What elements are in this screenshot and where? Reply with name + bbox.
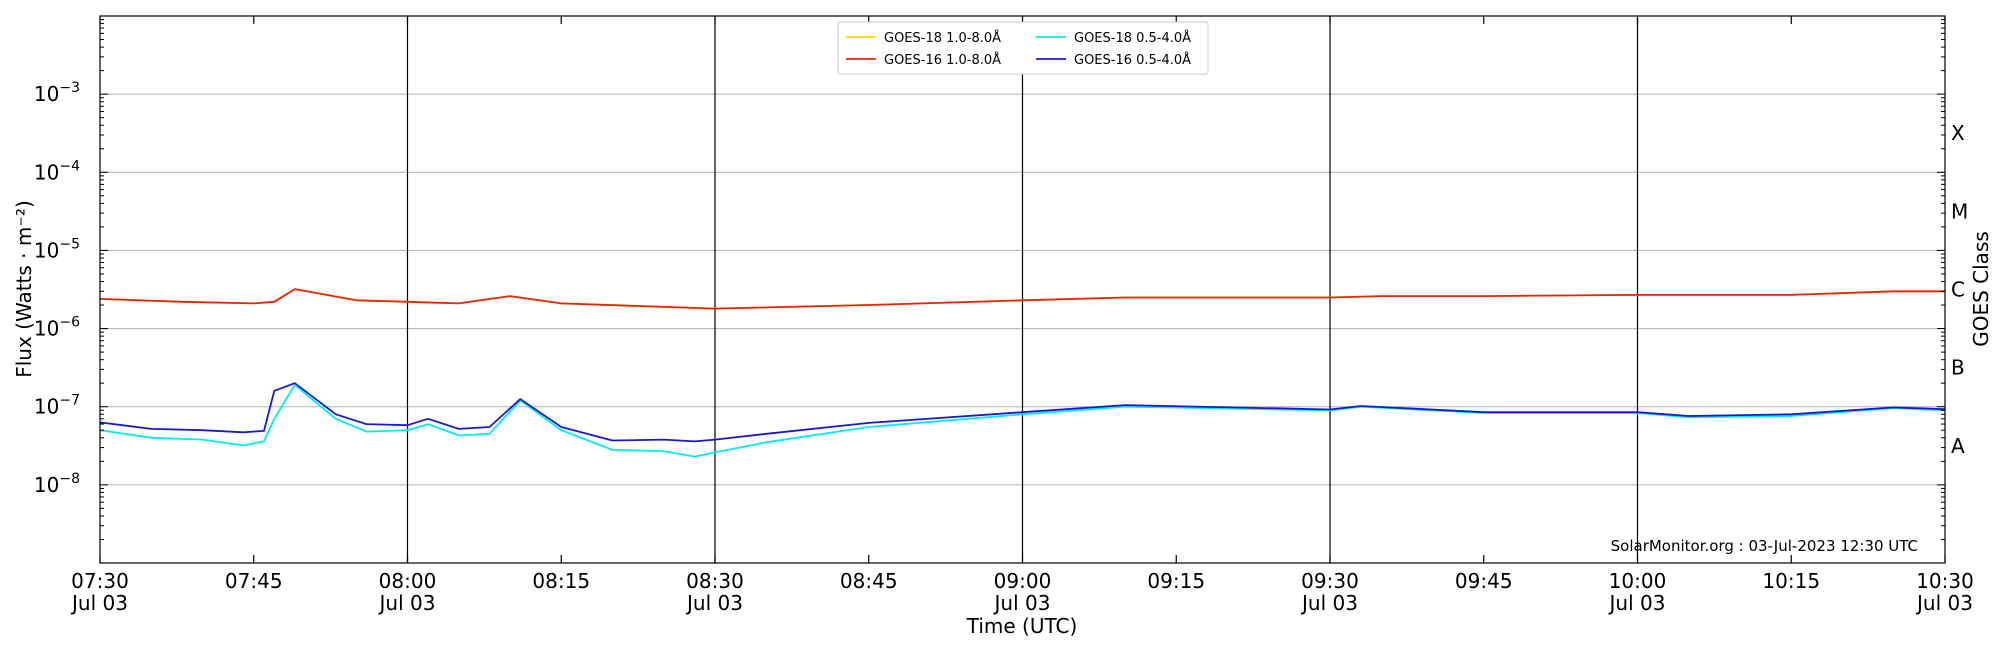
x-tick-label: 09:30	[1301, 569, 1359, 593]
y-tick-label: 10−7	[34, 393, 80, 419]
x-tick-label: 08:00	[379, 569, 437, 593]
x-tick-label: 08:30	[686, 569, 744, 593]
x-tick-date-label: Jul 03	[1608, 591, 1666, 615]
goes-class-label: X	[1951, 121, 1965, 145]
y-axis: 10−8 10−7 10−6 10−5 10−4 10−3	[34, 19, 1945, 564]
x-tick-label: 07:45	[225, 569, 283, 593]
x-tick-label: 10:15	[1762, 569, 1820, 593]
x-tick-label: 09:15	[1147, 569, 1205, 593]
legend-box	[837, 21, 1209, 75]
goes-class-label: B	[1951, 356, 1965, 380]
x-tick-date-label: Jul 03	[993, 591, 1051, 615]
series-line-2	[99, 288, 1945, 310]
right-axis-title: GOES Class	[1969, 231, 1993, 347]
series-line-4	[99, 382, 1946, 443]
x-tick-date-label: Jul 03	[685, 591, 743, 615]
y-axis-title: Flux (Watts · m⁻²)	[12, 200, 36, 378]
x-tick-date-label: Jul 03	[378, 591, 436, 615]
x-tick-label: 07:30	[71, 569, 129, 593]
y-tick-label: 10−3	[34, 80, 80, 106]
x-tick-label: 10:00	[1609, 569, 1667, 593]
watermark: SolarMonitor.org : 03-Jul-2023 12:30 UTC	[1611, 537, 1918, 555]
legend-label: GOES-18 0.5-4.0Å	[1074, 30, 1191, 46]
y-tick-label: 10−6	[34, 315, 80, 341]
goes-class-label: M	[1951, 199, 1968, 223]
x-tick-label: 09:45	[1455, 569, 1513, 593]
legend-label: GOES-18 1.0-8.0Å	[884, 30, 1001, 46]
x-tick-label: 09:00	[994, 569, 1052, 593]
x-tick-label: 10:30	[1916, 569, 1974, 593]
y-tick-label: 10−5	[34, 236, 80, 262]
legend-label: GOES-16 1.0-8.0Å	[884, 52, 1001, 68]
legend-label: GOES-16 0.5-4.0Å	[1074, 52, 1191, 68]
vertical-time-lines	[406, 16, 1639, 563]
x-tick-date-label: Jul 03	[70, 591, 128, 615]
goes-class-axis: A B C M X	[1951, 121, 1968, 458]
y-tick-label: 10−4	[34, 158, 80, 184]
x-tick-label: 08:15	[532, 569, 590, 593]
x-tick-date-label: Jul 03	[1300, 591, 1358, 615]
x-tick-date-label: Jul 03	[1915, 591, 1973, 615]
goes-class-label: A	[1951, 434, 1965, 458]
legend: GOES-18 1.0-8.0Å GOES-16 1.0-8.0Å GOES-18 …	[837, 21, 1209, 75]
x-axis-title: Time (UTC)	[966, 614, 1078, 638]
x-tick-label: 08:45	[840, 569, 898, 593]
series-lines	[99, 288, 1946, 458]
y-tick-label: 10−8	[34, 471, 80, 497]
goes-class-label: C	[1951, 278, 1965, 302]
